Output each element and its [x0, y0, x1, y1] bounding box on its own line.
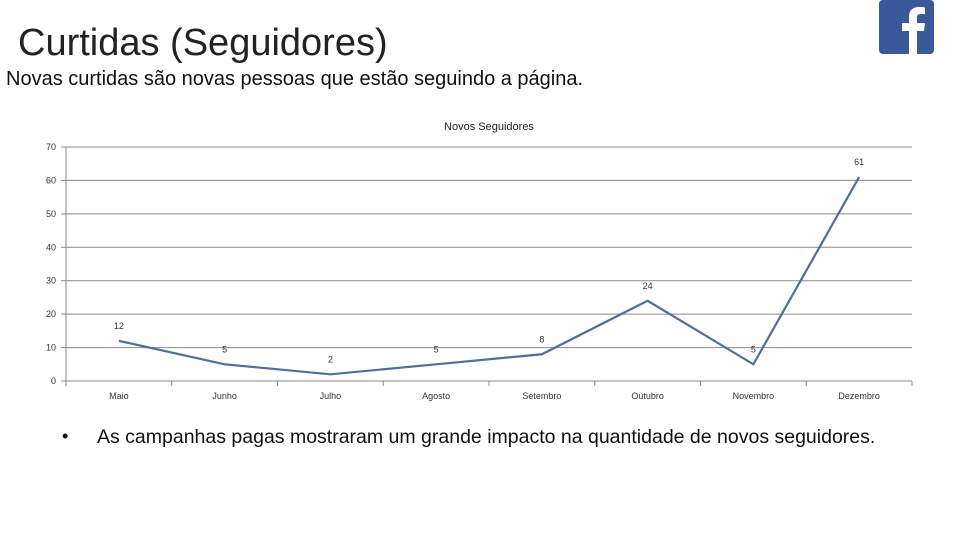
- y-tick-label: 30: [46, 276, 56, 286]
- data-label: 61: [854, 157, 864, 167]
- x-tick-label: Novembro: [733, 391, 775, 401]
- data-label: 5: [222, 344, 227, 354]
- x-tick-label: Outubro: [631, 391, 664, 401]
- x-tick-label: Julho: [320, 391, 342, 401]
- line-chart: Novos Seguidores 0 10 20 30 40 50 60 70 Maio Junho…: [0, 110, 960, 410]
- page-title: Curtidas (Seguidores): [18, 22, 388, 64]
- data-label: 5: [751, 344, 756, 354]
- x-tick-label: Dezembro: [838, 391, 880, 401]
- x-tick-label: Setembro: [522, 391, 561, 401]
- data-label: 5: [434, 344, 439, 354]
- x-tick-label: Junho: [212, 391, 237, 401]
- y-tick-label: 20: [46, 309, 56, 319]
- facebook-logo-icon: [879, 0, 934, 54]
- data-label: 2: [328, 354, 333, 364]
- page-subtitle: Novas curtidas são novas pessoas que est…: [6, 68, 584, 90]
- data-label: 24: [643, 281, 653, 291]
- x-tick-label: Maio: [109, 391, 129, 401]
- y-tick-label: 10: [46, 343, 56, 353]
- data-label: 8: [539, 334, 544, 344]
- chart-svg: Novos Seguidores 0 10 20 30 40 50 60 70 Maio Junho…: [46, 121, 913, 401]
- x-tick-label: Agosto: [422, 391, 450, 401]
- y-tick-label: 50: [46, 209, 56, 219]
- bullet-text: As campanhas pagas mostraram um grande i…: [97, 426, 876, 448]
- facebook-logo-f: [902, 7, 925, 54]
- y-tick-label: 40: [46, 242, 56, 252]
- bullet-marker: •: [62, 426, 69, 446]
- y-tick-label: 60: [46, 175, 56, 185]
- y-tick-label: 0: [51, 376, 56, 386]
- data-label: 12: [114, 321, 124, 331]
- series-line: [118, 176, 861, 376]
- y-tick-label: 70: [46, 142, 56, 152]
- chart-title: Novos Seguidores: [444, 121, 534, 133]
- bullet-item: • As campanhas pagas mostraram um grande…: [62, 425, 882, 450]
